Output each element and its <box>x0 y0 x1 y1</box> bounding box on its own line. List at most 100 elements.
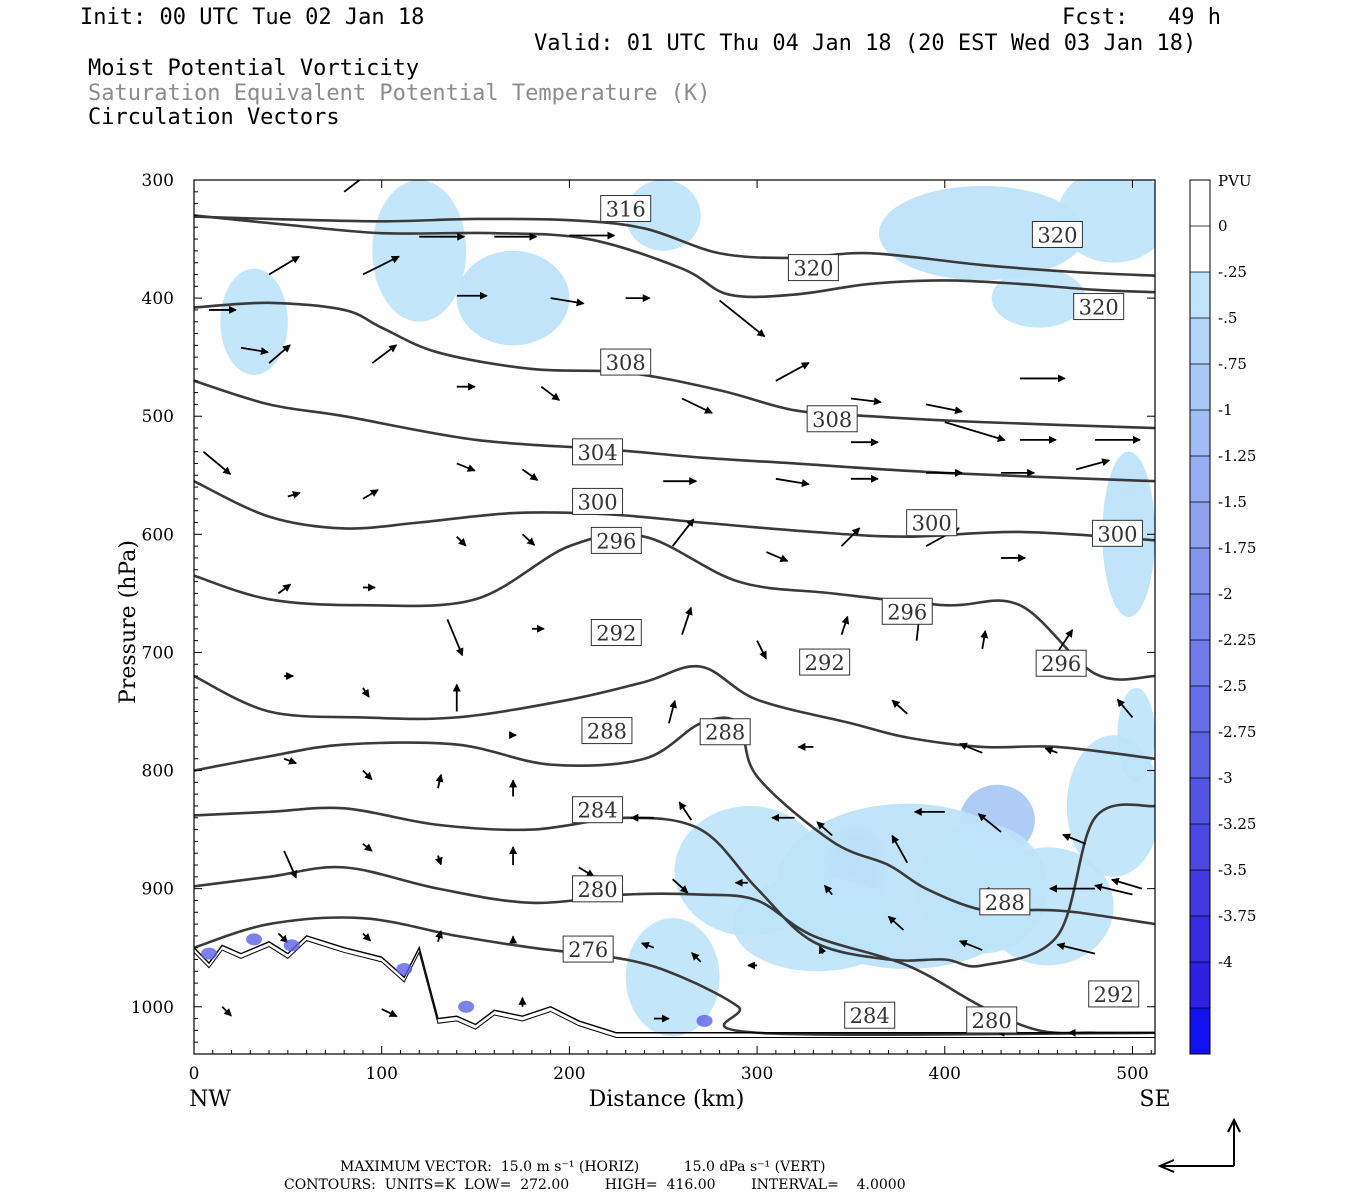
colorbar-label: -3.5 <box>1218 861 1247 879</box>
vector-arrow <box>371 344 398 364</box>
x-tick-label: 200 <box>553 1064 585 1084</box>
contour-label-box <box>600 195 652 223</box>
vector-arrow <box>435 930 443 943</box>
colorbar-swatch <box>1190 548 1210 595</box>
colorbar-label: -1 <box>1218 401 1233 419</box>
vector-arrow <box>766 551 789 562</box>
contour-label-text: 284 <box>850 1004 890 1028</box>
contour-292 <box>194 664 1155 761</box>
contour-label: 296 <box>590 526 642 554</box>
vector-arrow <box>550 297 585 307</box>
contour-label: 320 <box>787 254 839 282</box>
vector-arrow <box>840 527 861 547</box>
colorbar-swatch <box>1190 410 1210 457</box>
y-tick-label: 600 <box>142 525 174 545</box>
contour-320 <box>194 215 1155 277</box>
contour-label-text: 296 <box>1041 652 1081 676</box>
contour-label-text: 288 <box>985 891 1025 915</box>
vector-arrow <box>775 361 810 382</box>
vector-arrow <box>816 821 833 837</box>
contour-label-box <box>572 438 624 466</box>
vector-arrow <box>362 489 379 500</box>
contour-284 <box>194 803 1155 968</box>
vector-arrow <box>1116 698 1134 718</box>
vector-arrow <box>958 939 983 951</box>
x-tick-label: 500 <box>1116 1064 1148 1084</box>
contour-label-box <box>881 597 933 625</box>
colorbar-label: -1.5 <box>1218 493 1247 511</box>
vector-arrow <box>887 915 905 931</box>
contour-label-box <box>979 888 1031 916</box>
vector-arrow <box>202 450 232 475</box>
terrain <box>193 933 1155 1038</box>
pv-region <box>201 947 218 960</box>
vector-arrow <box>823 884 833 896</box>
pv-region <box>1057 180 1155 263</box>
contour-label-text: 276 <box>568 938 608 962</box>
x-tick-label: 100 <box>365 1064 397 1084</box>
colorbar-swatch <box>1190 870 1210 917</box>
terrain-line <box>193 940 1155 1038</box>
vector-arrow <box>240 346 269 356</box>
contour-label-text: 280 <box>972 1009 1012 1033</box>
vector-arrow <box>1094 883 1133 896</box>
contour-label-box <box>806 405 858 433</box>
vector-arrow <box>540 385 561 401</box>
contour-296 <box>194 532 1155 681</box>
y-tick-label: 800 <box>142 762 174 782</box>
vector-arrow <box>1075 458 1111 471</box>
vector-arrow <box>287 491 301 499</box>
y-tick-label: 900 <box>142 880 174 900</box>
contour-label: 292 <box>1088 980 1140 1008</box>
vector-arrow <box>980 629 989 650</box>
colorbar-swatch <box>1190 1008 1210 1055</box>
contour-label-box <box>699 718 751 746</box>
vector-arrow <box>718 299 766 338</box>
vector-arrow <box>268 344 291 364</box>
colorbar-swatch <box>1190 824 1210 871</box>
contour-label-text: 288 <box>705 721 745 745</box>
contour-304 <box>194 379 1155 483</box>
vector-arrow <box>891 834 909 864</box>
colorbar-label: -2 <box>1218 585 1233 603</box>
contour-label-text: 280 <box>577 878 617 902</box>
colorbar-swatch <box>1190 226 1210 273</box>
contour-label: 276 <box>562 935 614 963</box>
colorbar-swatch <box>1190 180 1210 227</box>
contour-label-text: 288 <box>587 720 627 744</box>
vector-arrow <box>925 403 963 415</box>
vector-arrow <box>362 769 373 781</box>
pv-region <box>732 876 902 972</box>
contour-label-box <box>799 648 851 676</box>
vector-arrow <box>691 952 702 963</box>
pv-region <box>696 1014 713 1027</box>
vector-arrow <box>1056 629 1074 653</box>
colorbar-swatch <box>1190 640 1210 687</box>
contour-label-box <box>600 348 652 376</box>
colorbar-swatch <box>1190 962 1210 1009</box>
vector-arrow <box>277 583 292 595</box>
vector-arrow <box>640 941 655 950</box>
contour-label-text: 296 <box>596 529 636 553</box>
pv-region <box>372 180 467 322</box>
pv-region <box>283 939 300 952</box>
contour-label: 300 <box>1091 519 1143 547</box>
contour-label: 292 <box>590 619 642 647</box>
pv-colorbar: PVU 0 -.25 -.5 -.75 -1 -1.25 -1.5 -1.75 -2 -2.25 -2… <box>1189 172 1256 1055</box>
contour-label: 308 <box>806 405 858 433</box>
nw-label: NW <box>189 1087 231 1112</box>
colorbar-swatch <box>1190 364 1210 411</box>
contour-label: 320 <box>1031 221 1083 249</box>
vector-arrow <box>818 945 827 955</box>
vector-arrow <box>283 850 297 879</box>
vector-arrow <box>221 1006 232 1017</box>
contour-label-text: 316 <box>606 198 646 222</box>
x-axis-label: Distance (km) <box>589 1087 745 1112</box>
contour-label: 288 <box>979 888 1031 916</box>
colorbar-swatch <box>1190 318 1210 365</box>
vector-arrow <box>850 397 882 406</box>
vector-arrow <box>775 477 810 488</box>
x-tick-label: 0 <box>189 1064 200 1084</box>
y-tick-label: 400 <box>142 289 174 309</box>
vector-arrow <box>446 619 464 657</box>
